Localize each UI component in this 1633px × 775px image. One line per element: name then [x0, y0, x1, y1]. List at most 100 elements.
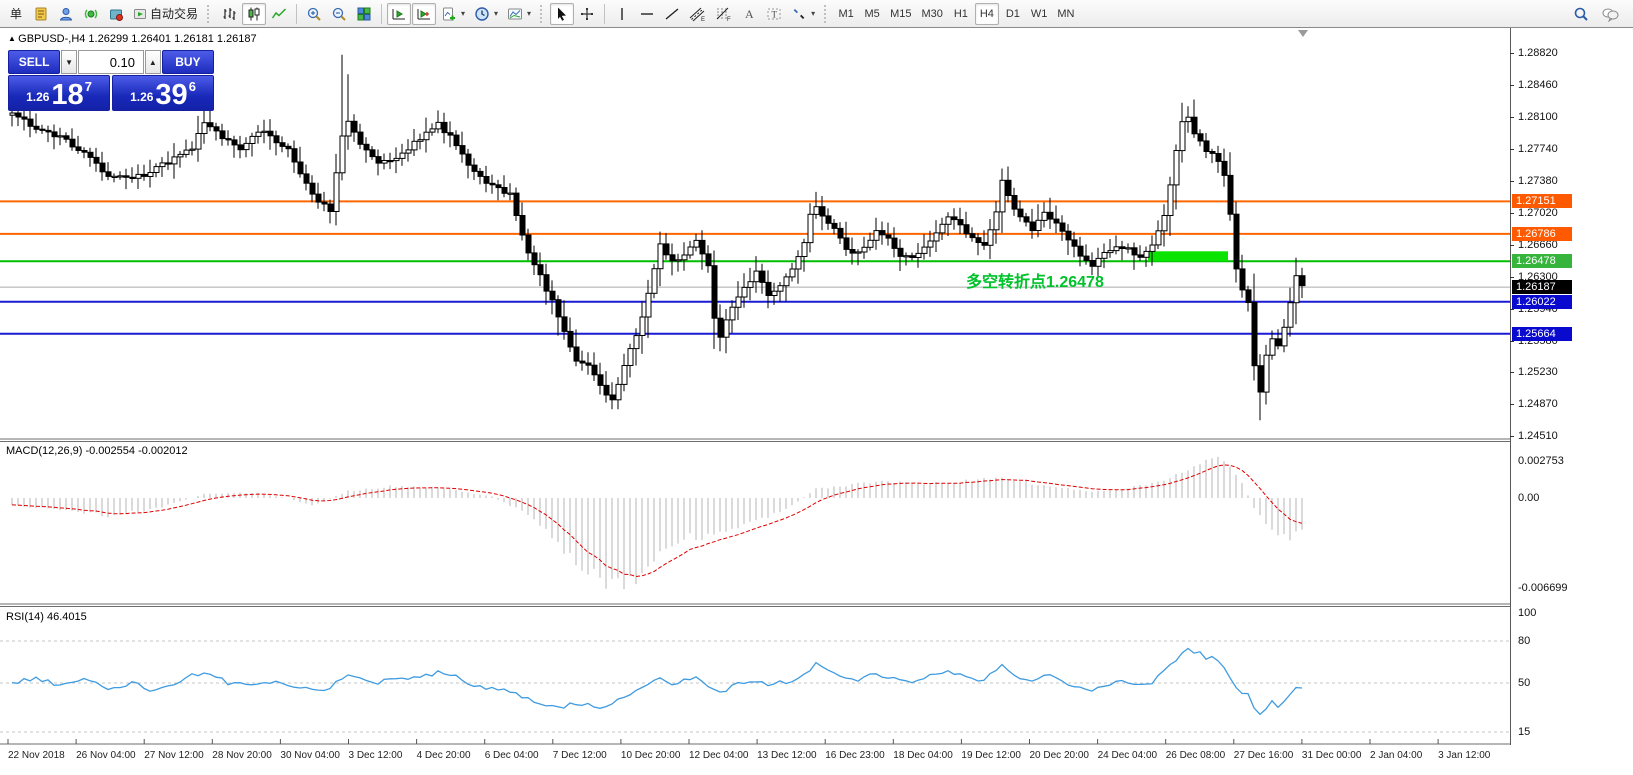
text-tool-button[interactable]: A: [737, 3, 761, 25]
line-chart-icon: [271, 7, 287, 18]
autotrading-icon: [134, 8, 146, 19]
timeframe-button-mn[interactable]: MN: [1053, 3, 1078, 25]
market-icon: [110, 9, 123, 21]
indicators-button[interactable]: ▾: [437, 3, 469, 25]
timeframe-label: M1: [838, 7, 854, 20]
buy-button[interactable]: BUY: [161, 50, 214, 74]
tile-windows-button[interactable]: [352, 3, 376, 25]
charts-button[interactable]: [29, 3, 53, 25]
svg-text:F: F: [727, 17, 731, 22]
horizontal-line-tool-button[interactable]: [635, 3, 659, 25]
fibonacci-tool-button[interactable]: F: [711, 3, 736, 25]
rsi-axis-label: 80: [1518, 635, 1531, 647]
price-axis-label: 1.26660: [1518, 239, 1558, 251]
chart-shift-icon: [417, 8, 431, 19]
date-label: 30 Nov 04:00: [280, 750, 340, 761]
text-label-tool-button[interactable]: T: [762, 3, 786, 25]
autotrading-button[interactable]: 自动交易: [129, 3, 202, 25]
buy-price-pip: 6: [188, 79, 196, 94]
trendline-tool-button[interactable]: [660, 3, 684, 25]
date-label: 22 Nov 2018: [8, 750, 65, 761]
line-chart-button[interactable]: [267, 3, 291, 25]
timeframe-button-d1[interactable]: D1: [1001, 3, 1025, 25]
arrows-tool-button[interactable]: ▾: [787, 3, 819, 25]
volume-increase-button[interactable]: ▲: [145, 50, 161, 74]
horizontal-line-icon: [641, 12, 654, 15]
equidistant-channel-icon: E: [689, 7, 705, 22]
dropdown-arrow-icon: ▾: [811, 9, 816, 18]
price-axis-label: 1.27740: [1518, 143, 1558, 155]
toolbar-separator: [296, 3, 298, 24]
channel-tool-button[interactable]: E: [685, 3, 710, 25]
date-label: 7 Dec 12:00: [552, 750, 607, 761]
vertical-line-icon: [621, 7, 623, 20]
zoom-out-button[interactable]: [327, 3, 351, 25]
price-tick: [1510, 245, 1514, 246]
candlestick-chart-button[interactable]: [242, 2, 267, 25]
macd-indicator-label: MACD(12,26,9) -0.002554 -0.002012: [6, 445, 188, 457]
sell-button[interactable]: SELL: [8, 50, 61, 74]
date-label: 19 Dec 12:00: [961, 750, 1021, 761]
cursor-button[interactable]: [550, 2, 575, 25]
chart-text-annotation[interactable]: 多空转折点1.26478: [966, 274, 1104, 291]
zoom-in-button[interactable]: [302, 3, 326, 25]
timeframe-button-w1[interactable]: W1: [1027, 3, 1052, 25]
timeframe-button-m30[interactable]: M30: [917, 3, 946, 25]
price-axis-label: 1.25230: [1518, 366, 1558, 378]
timeframe-button-m5[interactable]: M5: [860, 3, 884, 25]
vertical-line-tool-button[interactable]: [610, 3, 634, 25]
price-line-label: 1.26187: [1512, 280, 1572, 294]
bar-chart-button[interactable]: [217, 3, 241, 25]
periods-button[interactable]: ▾: [470, 3, 502, 25]
date-label: 10 Dec 20:00: [620, 750, 681, 761]
chat-button[interactable]: [1597, 3, 1623, 25]
market-button[interactable]: [104, 3, 128, 25]
crosshair-button[interactable]: [575, 3, 599, 25]
price-line-label: 1.26478: [1512, 254, 1572, 268]
date-label: 28 Nov 20:00: [212, 750, 272, 761]
date-label: 16 Dec 23:00: [825, 750, 885, 761]
signals-button[interactable]: [79, 3, 103, 25]
chart-canvas[interactable]: [0, 28, 1510, 745]
templates-button[interactable]: ▾: [503, 3, 535, 25]
svg-text:E: E: [701, 17, 705, 22]
search-icon: [1574, 7, 1588, 21]
sell-price-display[interactable]: 1.26 18 7: [8, 75, 110, 111]
search-button[interactable]: [1569, 3, 1593, 25]
new-order-button[interactable]: 单: [4, 3, 28, 25]
autotrading-label: 自动交易: [150, 7, 199, 21]
price-line-label: 1.27151: [1512, 194, 1572, 208]
rsi-axis-label: 100: [1518, 607, 1537, 619]
bar-chart-icon: [223, 7, 236, 20]
toolbar-separator: [381, 3, 383, 24]
timeframe-label: M15: [890, 7, 912, 20]
timeframe-button-h4[interactable]: H4: [974, 2, 999, 25]
candlestick-chart-icon: [248, 7, 260, 20]
chart-shift-button[interactable]: [412, 2, 437, 25]
buy-price-display[interactable]: 1.26 39 6: [112, 75, 214, 111]
timeframe-button-m15[interactable]: M15: [886, 3, 915, 25]
price-tick: [1510, 181, 1514, 182]
price-tick: [1510, 372, 1514, 373]
timeframe-toolbar: M1 M5 M15 M30 H1 H4 D1 W1 MN: [834, 2, 1078, 25]
price-line-label: 1.26786: [1512, 227, 1572, 241]
symbol-triangle-icon: ▲: [8, 34, 19, 43]
profile-button[interactable]: [54, 3, 78, 25]
price-line-label: 1.26022: [1512, 295, 1572, 309]
timeframe-label: MN: [1057, 7, 1075, 20]
volume-input[interactable]: [78, 50, 144, 74]
date-label: 27 Dec 16:00: [1233, 750, 1294, 761]
timeframe-label: D1: [1005, 7, 1020, 20]
auto-scroll-button[interactable]: [387, 2, 412, 25]
price-tick: [1510, 85, 1514, 86]
volume-decrease-button[interactable]: ▼: [61, 50, 77, 74]
timeframe-button-m1[interactable]: M1: [834, 3, 858, 25]
svg-text:A: A: [745, 7, 754, 21]
timeframe-button-h1[interactable]: H1: [949, 3, 973, 25]
date-label: 4 Dec 20:00: [416, 750, 471, 761]
toolbar-separator: [824, 4, 829, 23]
timeframe-label: W1: [1030, 7, 1048, 20]
signal-icon: [84, 9, 98, 18]
sell-price-small: 1.26: [26, 90, 50, 104]
